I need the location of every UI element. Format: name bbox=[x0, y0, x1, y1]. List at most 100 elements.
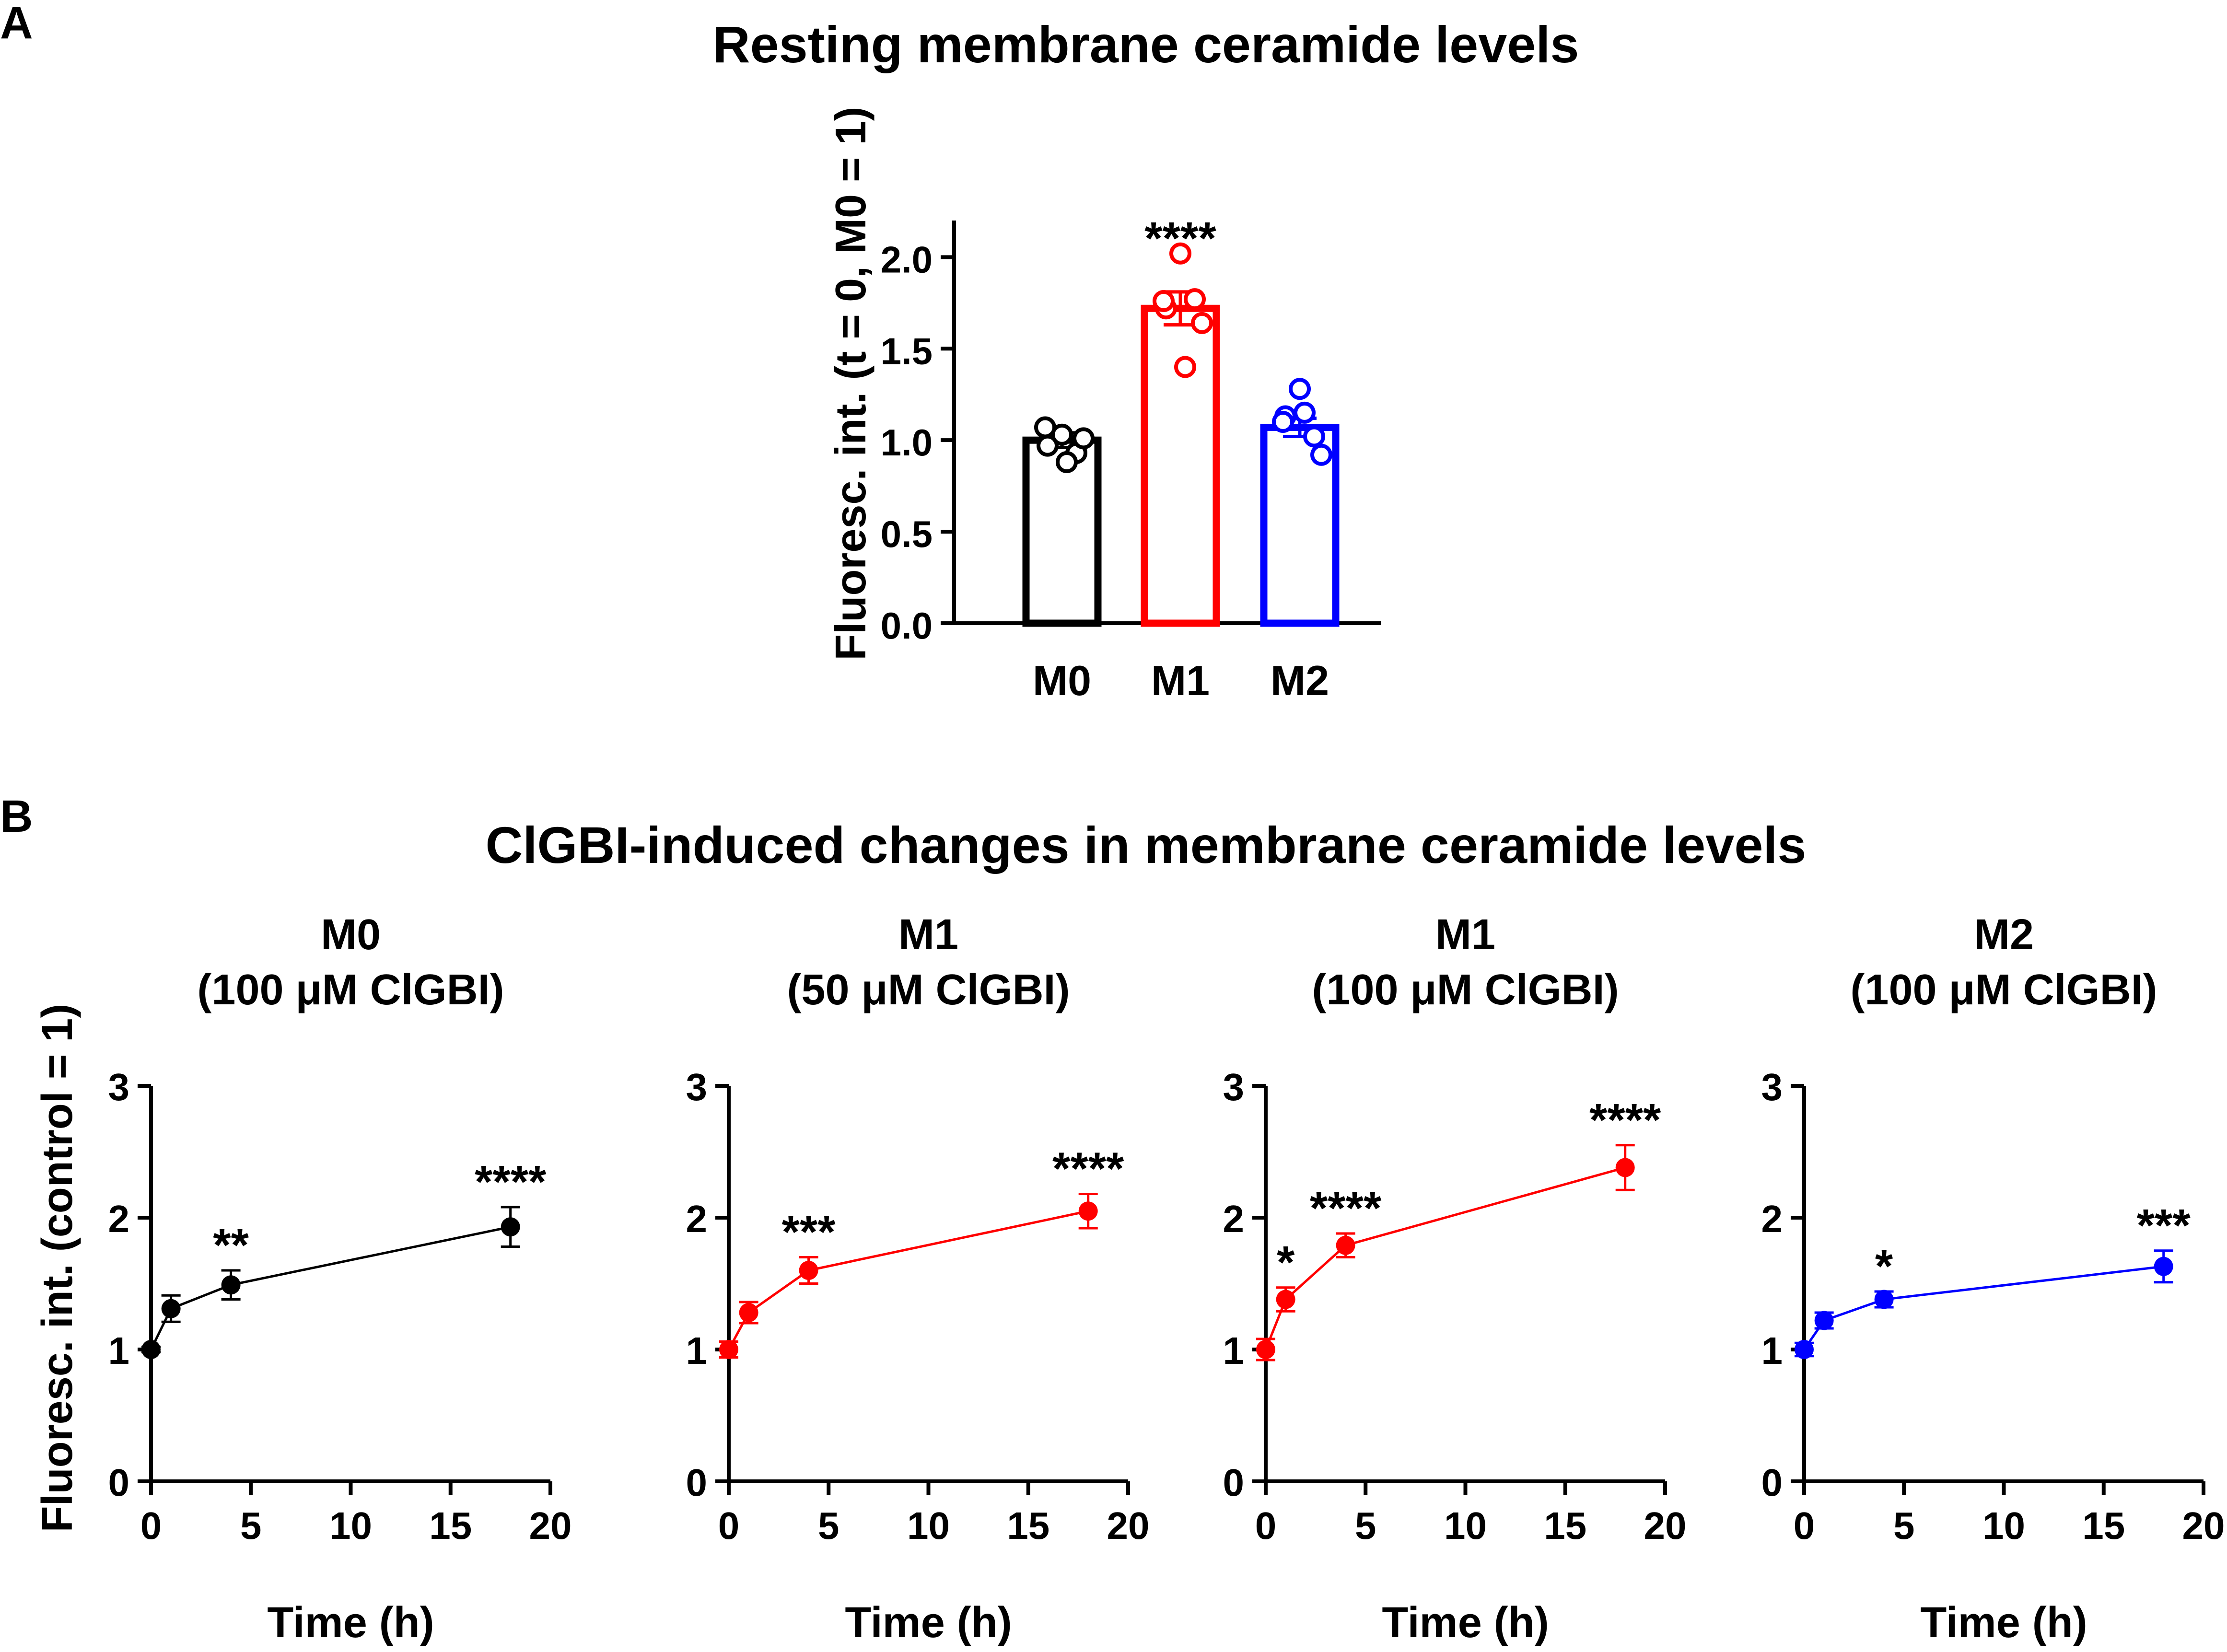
data-point bbox=[739, 1303, 758, 1322]
x-tick-label: 0 bbox=[718, 1504, 740, 1547]
y-tick-label: 0 bbox=[108, 1461, 130, 1504]
bar-m1 bbox=[1141, 304, 1220, 627]
data-point bbox=[501, 1217, 520, 1237]
x-tick-label: 0 bbox=[1794, 1504, 1815, 1547]
data-point bbox=[1814, 1311, 1834, 1330]
panel-a-letter: A bbox=[0, 0, 33, 48]
data-point bbox=[1169, 242, 1191, 265]
significance-label: * bbox=[1277, 1237, 1295, 1288]
series-line bbox=[727, 1210, 1089, 1350]
x-tick-label: 15 bbox=[1544, 1504, 1586, 1547]
significance-label: *** bbox=[782, 1207, 836, 1258]
data-point bbox=[1294, 401, 1316, 424]
data-point bbox=[1174, 356, 1196, 378]
significance-label: **** bbox=[1052, 1143, 1124, 1195]
series-line bbox=[1803, 1265, 2164, 1350]
y-tick-label: 3 bbox=[686, 1066, 708, 1108]
y-tick-label: 1.5 bbox=[881, 330, 933, 372]
chart-subtitle: (100 μM ClGBI) bbox=[1850, 966, 2157, 1014]
data-point bbox=[799, 1261, 818, 1280]
x-tick-label: 15 bbox=[429, 1504, 472, 1547]
x-tick-label: M0 bbox=[1033, 657, 1091, 704]
chart-subtitle: (100 μM ClGBI) bbox=[197, 966, 504, 1014]
x-tick-label: 0 bbox=[1255, 1504, 1277, 1547]
x-tick-label: M1 bbox=[1151, 657, 1210, 704]
chart-subtitle: (100 μM ClGBI) bbox=[1312, 966, 1619, 1014]
x-tick-label: 0 bbox=[140, 1504, 162, 1547]
x-tick-label: 5 bbox=[240, 1504, 262, 1547]
chart-title: M1 bbox=[898, 911, 958, 959]
y-tick-label: 3 bbox=[1223, 1066, 1245, 1108]
chart-title: M2 bbox=[1974, 911, 2034, 959]
significance-label: *** bbox=[2137, 1200, 2191, 1251]
x-tick-label: 10 bbox=[1444, 1504, 1487, 1547]
data-point bbox=[161, 1299, 181, 1318]
data-point bbox=[1078, 1201, 1098, 1221]
y-tick-label: 2 bbox=[1761, 1198, 1783, 1240]
data-point bbox=[1303, 425, 1325, 448]
y-tick-label: 1 bbox=[1761, 1329, 1783, 1372]
x-tick-label: 5 bbox=[1355, 1504, 1376, 1547]
panel-a-title: Resting membrane ceramide levels bbox=[713, 15, 1579, 73]
data-point bbox=[1256, 1340, 1275, 1359]
data-point bbox=[1056, 451, 1078, 473]
y-tick-label: 1.0 bbox=[881, 421, 933, 464]
x-tick-label: 20 bbox=[2182, 1504, 2225, 1547]
chart-subtitle: (50 μM ClGBI) bbox=[787, 966, 1070, 1014]
x-axis-label: Time (h) bbox=[1382, 1599, 1549, 1647]
y-tick-label: 2 bbox=[108, 1198, 130, 1240]
x-tick-label: M2 bbox=[1271, 657, 1329, 704]
significance-label: **** bbox=[1144, 213, 1216, 264]
data-point bbox=[1336, 1235, 1355, 1255]
data-point bbox=[2154, 1256, 2173, 1276]
x-tick-label: 5 bbox=[1893, 1504, 1915, 1547]
x-tick-label: 20 bbox=[1107, 1504, 1150, 1547]
x-axis-label: Time (h) bbox=[267, 1599, 434, 1647]
data-point bbox=[1276, 1290, 1295, 1309]
panel-b-letter: B bbox=[0, 791, 33, 842]
data-point bbox=[1034, 416, 1056, 439]
line-chart-1: M0 (100 μM ClGBI) 0 1 2 3 0 5 10 15 20 Time (h) ****… bbox=[108, 911, 572, 1647]
y-tick-label: 1 bbox=[1223, 1329, 1245, 1372]
y-tick-label: 3 bbox=[1761, 1066, 1783, 1108]
series-line bbox=[150, 1225, 511, 1350]
x-tick-label: 10 bbox=[1982, 1504, 2025, 1547]
panel-b-ylabel: Fluoresc. int. (control = 1) bbox=[34, 1004, 82, 1533]
data-point bbox=[1272, 411, 1294, 433]
y-tick-label: 0 bbox=[1223, 1461, 1245, 1504]
data-point bbox=[1153, 290, 1175, 312]
y-tick-label: 1 bbox=[108, 1329, 130, 1372]
significance-label: **** bbox=[1589, 1094, 1661, 1146]
x-tick-label: 10 bbox=[907, 1504, 950, 1547]
data-point bbox=[1184, 288, 1206, 311]
x-axis-label: Time (h) bbox=[1920, 1599, 2087, 1647]
data-point bbox=[1191, 312, 1213, 334]
x-tick-label: 15 bbox=[1007, 1504, 1049, 1547]
y-tick-label: 2 bbox=[686, 1198, 708, 1240]
panel-a-bar-chart: 0.0 0.5 1.0 1.5 2.0 M0 M1 **** M2 bbox=[881, 213, 1381, 704]
data-point bbox=[1795, 1340, 1814, 1359]
y-tick-label: 0 bbox=[1761, 1461, 1783, 1504]
y-tick-label: 0.5 bbox=[881, 513, 933, 555]
y-tick-label: 2.0 bbox=[881, 238, 933, 280]
y-tick-label: 3 bbox=[108, 1066, 130, 1108]
y-tick-label: 0.0 bbox=[881, 605, 933, 647]
significance-label: **** bbox=[475, 1156, 547, 1208]
data-point bbox=[1073, 427, 1095, 450]
x-tick-label: 10 bbox=[329, 1504, 372, 1547]
y-tick-label: 2 bbox=[1223, 1198, 1245, 1240]
x-tick-label: 20 bbox=[529, 1504, 572, 1547]
significance-label: * bbox=[1875, 1241, 1893, 1292]
y-tick-label: 1 bbox=[686, 1329, 708, 1372]
data-point bbox=[1289, 378, 1311, 400]
x-tick-label: 5 bbox=[818, 1504, 839, 1547]
x-axis-label: Time (h) bbox=[845, 1599, 1012, 1647]
data-point bbox=[719, 1340, 738, 1359]
chart-title: M0 bbox=[321, 911, 381, 959]
x-tick-label: 20 bbox=[1644, 1504, 1687, 1547]
